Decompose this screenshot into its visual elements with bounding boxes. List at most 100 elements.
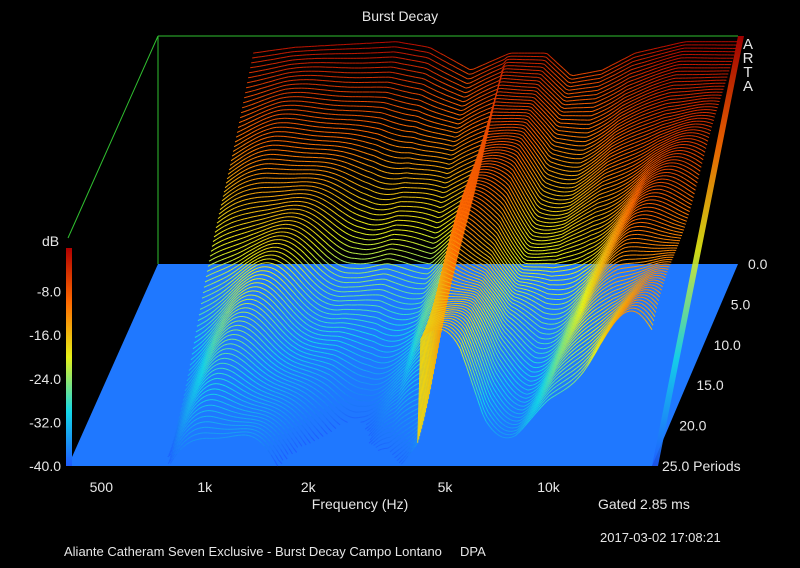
decay-segment — [219, 206, 224, 211]
decay-segment — [686, 113, 691, 116]
decay-segment — [508, 144, 513, 147]
decay-segment — [622, 75, 627, 79]
decay-segment — [385, 125, 390, 128]
decay-segment — [248, 154, 252, 158]
decay-segment — [632, 127, 637, 131]
decay-segment — [523, 161, 529, 168]
decay-segment — [538, 127, 542, 132]
decay-segment — [444, 153, 448, 155]
decay-segment — [464, 102, 469, 106]
decay-segment — [628, 132, 632, 136]
decay-segment — [243, 189, 248, 192]
decay-segment — [536, 117, 541, 122]
decay-segment — [648, 66, 653, 69]
decay-segment — [624, 81, 628, 85]
decay-segment — [425, 96, 429, 99]
decay-segment — [641, 81, 646, 84]
decay-segment — [352, 175, 356, 179]
decay-segment — [542, 158, 547, 164]
decay-segment — [662, 48, 667, 51]
decay-segment — [584, 186, 589, 190]
decay-segment — [524, 142, 529, 148]
decay-segment — [659, 90, 664, 93]
decay-segment — [375, 203, 379, 205]
decay-segment — [384, 130, 389, 133]
decay-segment — [270, 135, 275, 138]
decay-segment — [479, 102, 483, 106]
decay-segment — [580, 183, 584, 188]
decay-segment — [446, 202, 451, 206]
decay-segment — [642, 90, 646, 94]
decay-segment — [354, 182, 359, 186]
decay-segment — [562, 138, 567, 141]
decay-segment — [475, 132, 480, 136]
decay-segment — [410, 103, 414, 106]
decay-segment — [385, 107, 390, 110]
decay-segment — [410, 48, 414, 51]
decay-segment — [238, 149, 243, 153]
decay-segment — [603, 74, 608, 78]
decay-segment — [245, 118, 250, 121]
decay-segment — [435, 117, 439, 119]
decay-segment — [697, 126, 702, 128]
decay-segment — [599, 91, 604, 94]
decay-segment — [622, 142, 627, 145]
decay-segment — [356, 171, 361, 175]
decay-segment — [244, 185, 249, 188]
decay-segment — [602, 126, 607, 130]
decay-segment — [361, 203, 365, 207]
decay-segment — [573, 197, 578, 201]
decay-segment — [553, 117, 558, 122]
decay-segment — [607, 159, 611, 163]
decay-segment — [270, 111, 274, 114]
decay-segment — [408, 43, 412, 45]
decay-segment — [410, 152, 415, 155]
decay-segment — [380, 152, 385, 155]
decay-segment — [671, 130, 676, 134]
decay-segment — [457, 133, 462, 137]
decay-segment — [244, 91, 249, 94]
decay-segment — [474, 86, 478, 89]
decay-segment — [581, 156, 586, 160]
decay-segment — [450, 208, 455, 212]
decay-segment — [528, 129, 533, 135]
decay-segment — [582, 176, 586, 180]
decay-segment — [484, 92, 488, 96]
decay-segment — [599, 102, 604, 105]
decay-segment — [365, 125, 369, 128]
decay-segment — [652, 106, 657, 109]
decay-segment — [602, 156, 607, 161]
decay-segment — [285, 47, 289, 50]
decay-segment — [645, 56, 649, 59]
decay-segment — [341, 176, 346, 179]
decay-segment — [623, 138, 628, 141]
decay-segment — [293, 137, 297, 139]
decay-segment — [260, 115, 265, 118]
decay-segment — [587, 166, 592, 170]
decay-segment — [492, 81, 497, 84]
decay-segment — [455, 83, 460, 86]
decay-segment — [273, 70, 278, 73]
decay-segment — [376, 197, 380, 200]
decay-segment — [645, 112, 649, 115]
decay-segment — [263, 77, 267, 80]
decay-segment — [325, 170, 329, 173]
decay-segment — [270, 71, 275, 74]
decay-segment — [413, 158, 417, 160]
decay-segment — [462, 163, 467, 167]
decay-segment — [270, 99, 274, 102]
decay-segment — [450, 165, 455, 169]
decay-segment — [563, 165, 567, 167]
decay-segment — [541, 131, 546, 136]
decay-segment — [635, 161, 640, 165]
decay-segment — [443, 124, 448, 127]
decay-segment — [236, 180, 241, 184]
decay-segment — [620, 139, 625, 143]
decay-segment — [614, 152, 619, 156]
decay-segment — [541, 74, 545, 79]
decay-segment — [429, 188, 434, 191]
decay-segment — [589, 82, 593, 85]
decay-segment — [647, 115, 651, 118]
decay-segment — [377, 133, 381, 136]
decay-segment — [614, 76, 618, 80]
